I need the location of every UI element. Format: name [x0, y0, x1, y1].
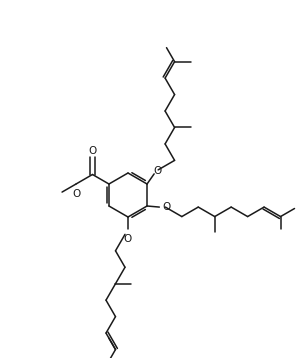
Text: O: O [162, 202, 171, 212]
Text: O: O [88, 146, 97, 156]
Text: O: O [153, 166, 161, 176]
Text: O: O [124, 234, 132, 245]
Text: O: O [72, 189, 80, 199]
